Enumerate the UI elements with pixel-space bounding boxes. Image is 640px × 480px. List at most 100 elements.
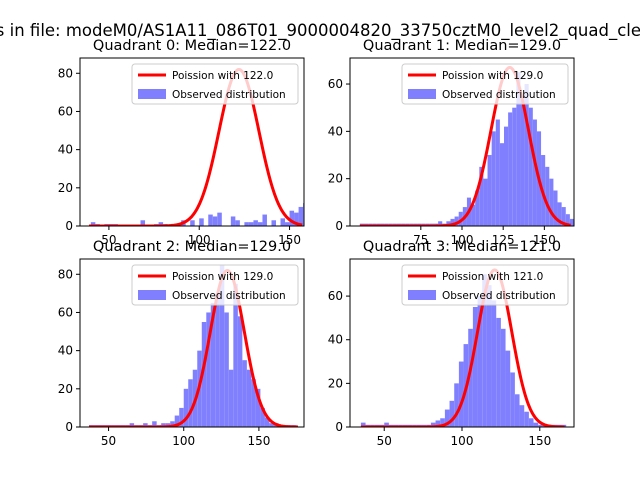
histogram-bar [491, 131, 496, 226]
histogram-bar [140, 220, 146, 226]
y-tick-label: 60 [58, 305, 73, 319]
histogram-bar [255, 388, 261, 427]
figure-suptitle: Counts in file: modeM0/AS1A11_086T01_900… [0, 21, 640, 41]
histogram-bar [553, 190, 558, 226]
histogram-bar [179, 407, 184, 427]
histogram-bar [496, 317, 501, 427]
histogram-bar [471, 204, 476, 226]
x-tick-label: 150 [247, 434, 270, 448]
histogram-bar [357, 111, 362, 226]
y-tick-label: 0 [65, 219, 73, 233]
histogram-bar [308, 199, 313, 226]
legend-patch-swatch [138, 290, 166, 300]
histogram-bar [246, 369, 252, 427]
histogram-bar [528, 418, 534, 427]
histogram-bar [499, 143, 504, 226]
histogram-bar [569, 218, 574, 226]
histogram-bar [454, 216, 459, 226]
histogram-bar [524, 411, 529, 427]
y-tick-label: 80 [58, 66, 73, 80]
histogram-bar [353, 83, 358, 226]
histogram-bar [444, 409, 450, 427]
x-tick-label: 150 [533, 233, 556, 247]
histogram-bar [487, 155, 492, 226]
legend-label-observed: Observed distribution [172, 290, 286, 302]
poisson-curve [360, 268, 566, 427]
legend: Poission with 121.0 Observed distribution [401, 264, 569, 306]
histogram-bar [472, 307, 478, 427]
histogram-bar [224, 312, 229, 427]
histogram-bar [170, 421, 175, 427]
histogram-bar [486, 285, 492, 427]
histogram-bar [491, 300, 497, 427]
histogram-bar [206, 312, 211, 427]
plot-area [359, 65, 574, 226]
y-tick-label: 80 [58, 267, 73, 281]
legend-patch-swatch [138, 89, 166, 99]
subplot-title: Quadrant 3: Median=121.0 [363, 239, 561, 255]
poisson-curve [359, 65, 572, 226]
histogram-bar [514, 394, 520, 427]
histogram-bar [384, 422, 389, 427]
histogram-bar [430, 422, 436, 427]
x-tick-label: 150 [528, 434, 551, 448]
y-tick-label: 60 [328, 77, 343, 91]
legend-label-poisson: Poission with 121.0 [442, 271, 543, 283]
histogram-bar [393, 197, 398, 226]
histogram-bar [190, 220, 195, 226]
histogram-bar [348, 136, 353, 226]
histogram-bar [228, 369, 234, 427]
histogram-bar [129, 423, 135, 427]
histogram-bar [219, 264, 225, 427]
histogram-bar [294, 212, 299, 226]
legend: Poission with 129.0 Observed distribution [401, 63, 569, 105]
histogram-bar [440, 418, 445, 427]
histogram-bar [557, 202, 562, 226]
legend-box [401, 63, 569, 105]
x-tick-label: 150 [278, 233, 301, 247]
x-tick-label: 100 [451, 233, 474, 247]
histogram-bar [217, 212, 222, 226]
histogram-bar [479, 166, 484, 226]
histogram-bar [477, 296, 483, 427]
histogram-bar [264, 417, 270, 427]
histogram-bar [161, 423, 166, 427]
histogram-bar [524, 84, 529, 226]
histogram-bar [188, 379, 193, 427]
histogram-bar [152, 421, 157, 427]
histogram-bar [235, 220, 240, 226]
histogram-bar [475, 190, 480, 226]
histogram-bar [458, 211, 463, 226]
x-tick-label: 50 [101, 434, 116, 448]
y-tick-label: 60 [58, 104, 73, 118]
histogram-bar [285, 222, 290, 226]
histogram-bar [508, 112, 513, 226]
y-tick-label: 20 [58, 382, 73, 396]
legend: Poission with 129.0 Observed distribution [131, 264, 299, 306]
histogram-bar [312, 195, 317, 226]
legend-label-observed: Observed distribution [172, 89, 286, 101]
histogram-bar [510, 372, 515, 427]
histogram-bar [450, 218, 455, 226]
histogram-bar [215, 293, 220, 427]
histogram-bar [380, 153, 385, 226]
histogram-bar [257, 222, 263, 226]
histogram-bar [321, 207, 326, 226]
legend-label-observed: Observed distribution [442, 290, 556, 302]
histogram-bar [260, 407, 265, 427]
y-tick-label: 60 [328, 289, 343, 303]
histogram-bar [435, 420, 441, 427]
histogram-bar [183, 388, 189, 427]
histogram-bar [317, 188, 322, 226]
y-tick-label: 40 [328, 333, 343, 347]
legend: Poission with 122.0 Observed distribution [131, 63, 299, 105]
panels-container: 50 100 150 0 20 40 60 80 Poission with 122.0 Obse… [58, 38, 575, 448]
histogram-bar [519, 405, 525, 427]
histogram-bar [248, 222, 254, 226]
y-tick-label: 20 [328, 172, 343, 186]
histogram-bar [344, 140, 349, 226]
histogram-bar [512, 107, 517, 226]
histogram-bar [532, 119, 537, 226]
histogram-bar [212, 216, 218, 226]
histogram-bar [208, 214, 213, 226]
